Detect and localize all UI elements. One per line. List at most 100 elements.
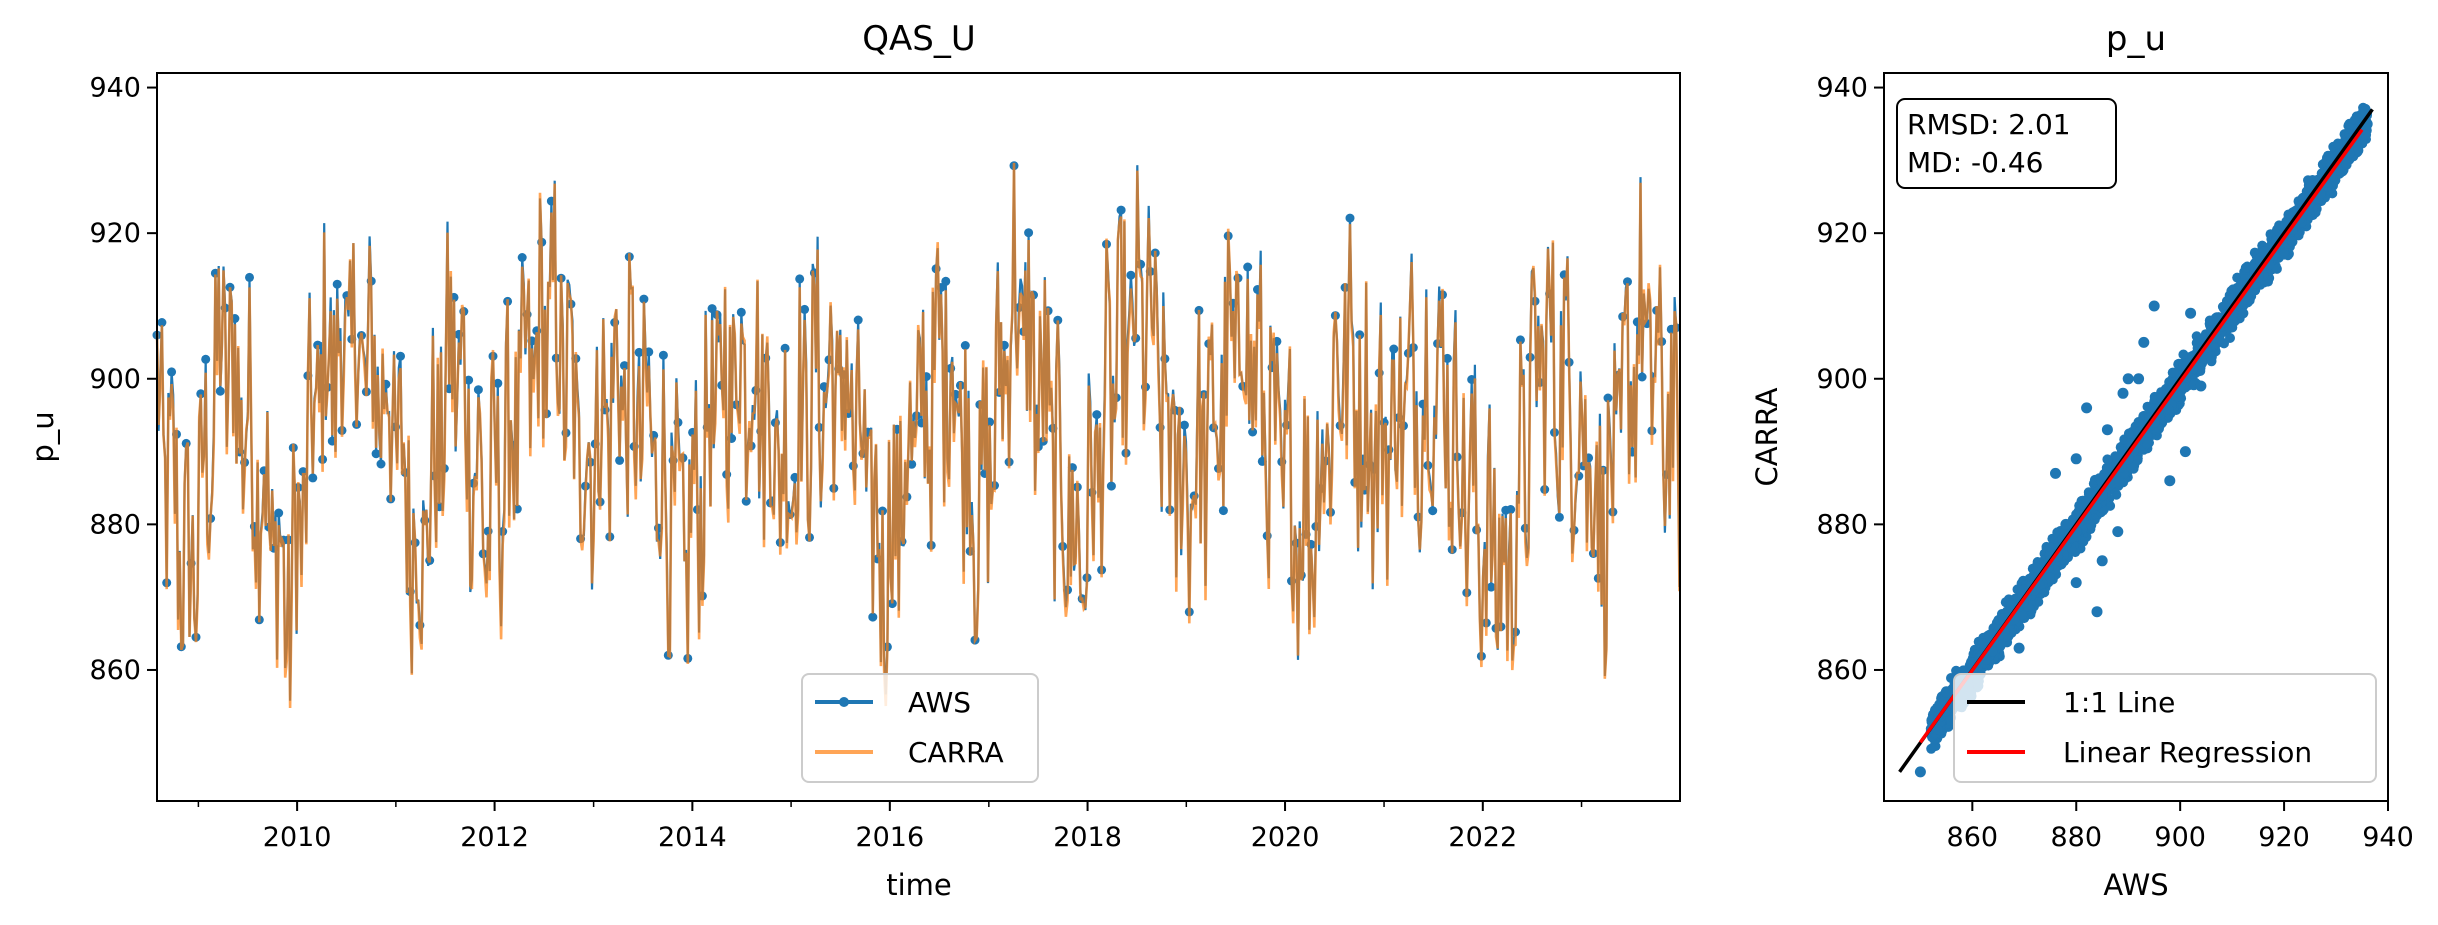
series-aws-point xyxy=(736,307,746,317)
series-aws-point xyxy=(1243,262,1253,272)
series-aws-point xyxy=(907,459,917,469)
scatter-point xyxy=(2112,526,2124,538)
series-aws-line xyxy=(155,165,1681,701)
timeseries-x-tick-label: 2014 xyxy=(658,822,727,853)
series-aws-point xyxy=(741,496,751,506)
timeseries-y-tick-label: 900 xyxy=(89,364,141,395)
series-carra-line xyxy=(155,162,1681,709)
scatter-point xyxy=(2238,308,2249,319)
scatter-point xyxy=(2349,115,2360,126)
scatter-legend: 1:1 Line Linear Regression xyxy=(1953,673,2377,783)
scatter-stats-box: RMSD: 2.01 MD: -0.46 xyxy=(1896,98,2117,189)
scatter-point xyxy=(2271,263,2282,274)
timeseries-panel: QAS_U 2010 2012 2014 2016 2018 2020 2022 860 880… xyxy=(26,19,1681,902)
timeseries-x-tick-label: 2010 xyxy=(263,822,332,853)
series-aws-point xyxy=(215,386,225,396)
scatter-x-tick-label: 880 xyxy=(2050,822,2102,853)
series-aws-point xyxy=(634,347,644,357)
scatter-point xyxy=(2070,577,2082,589)
series-aws-point xyxy=(1428,506,1438,516)
scatter-point xyxy=(2169,367,2179,378)
scatter-point xyxy=(2050,467,2061,479)
scatter-point xyxy=(1926,743,1937,754)
timeseries-title: QAS_U xyxy=(862,19,976,59)
legend-label-regression: Linear Regression xyxy=(2063,736,2312,769)
series-aws-point xyxy=(274,508,284,518)
series-aws-point xyxy=(371,449,381,459)
scatter-point xyxy=(2017,610,2028,621)
scatter-x-tick-label: 920 xyxy=(2258,822,2310,853)
series-aws-point xyxy=(1506,505,1516,514)
scatter-point xyxy=(1914,766,1926,778)
legend-label-aws: AWS xyxy=(908,686,971,719)
series-aws-point xyxy=(1092,410,1102,420)
series-aws-point xyxy=(1442,353,1452,363)
scatter-point xyxy=(2205,351,2217,363)
legend-label-one-to-one: 1:1 Line xyxy=(2063,686,2175,719)
series-aws-point xyxy=(639,294,649,304)
scatter-point xyxy=(2123,428,2134,439)
series-aws-point xyxy=(167,367,177,377)
scatter-y-tick-label: 880 xyxy=(1816,509,1868,540)
series-aws-point xyxy=(658,350,668,360)
scatter-point xyxy=(2164,475,2176,487)
scatter-point xyxy=(1940,686,1952,698)
series-aws-point xyxy=(1024,228,1034,238)
timeseries-y-axis-label: p_u xyxy=(26,411,60,462)
series-aws-point xyxy=(615,455,625,465)
series-aws-point xyxy=(308,473,318,483)
timeseries-y-tick-label: 880 xyxy=(89,509,141,540)
timeseries-x-tick-label: 2022 xyxy=(1448,822,1517,853)
timeseries-legend: AWS CARRA xyxy=(801,673,1039,783)
legend-label-carra: CARRA xyxy=(908,736,1004,769)
series-aws-point xyxy=(1106,481,1116,491)
scatter-point xyxy=(2240,262,2251,273)
scatter-point xyxy=(2226,315,2238,326)
series-aws-point xyxy=(1053,315,1063,325)
scatter-point xyxy=(2133,373,2145,385)
scatter-point xyxy=(2122,373,2134,385)
scatter-point xyxy=(2279,249,2290,260)
scatter-point xyxy=(2259,246,2270,257)
series-aws-point xyxy=(245,272,254,282)
series-aws-point xyxy=(960,341,970,350)
scatter-y-tick-label: 860 xyxy=(1816,655,1868,686)
scatter-point xyxy=(2081,402,2093,414)
timeseries-plot-area xyxy=(152,161,1681,709)
series-aws-point xyxy=(1623,277,1632,287)
series-aws-point xyxy=(1603,393,1613,403)
series-aws-point xyxy=(1116,205,1126,215)
series-aws-point xyxy=(853,315,863,325)
scatter-point xyxy=(2116,445,2127,456)
scatter-x-tick-label: 900 xyxy=(2154,822,2206,853)
scatter-point xyxy=(2332,138,2343,149)
scatter-point xyxy=(2195,380,2207,392)
scatter-x-axis-label: AWS xyxy=(2103,868,2168,902)
scatter-point xyxy=(2138,336,2150,348)
scatter-point xyxy=(2341,159,2352,170)
scatter-point xyxy=(2353,145,2364,156)
timeseries-axes: 2010 2012 2014 2016 2018 2020 2022 860 880 900 920… xyxy=(89,73,1583,853)
series-aws-point xyxy=(1248,427,1258,437)
scatter-point xyxy=(2013,642,2025,654)
timeseries-y-tick-label: 860 xyxy=(89,655,141,686)
series-aws-point xyxy=(1179,420,1189,430)
scatter-point xyxy=(2096,555,2108,567)
scatter-stats-frame xyxy=(1896,98,2117,189)
series-aws-point xyxy=(800,304,810,314)
series-aws-point xyxy=(868,612,878,622)
series-aws-point xyxy=(493,378,503,388)
series-aws-point xyxy=(620,361,629,371)
scatter-point xyxy=(2178,349,2189,360)
scatter-panel: p_u 860 880 900 920 940 860 880 900 920 940 AWS C… xyxy=(1750,19,2414,902)
scatter-x-tick-label: 860 xyxy=(1947,822,1999,853)
scatter-x-tick-label: 940 xyxy=(2362,822,2414,853)
scatter-point xyxy=(2070,453,2082,465)
scatter-point xyxy=(1932,724,1943,735)
series-aws-point xyxy=(780,343,790,353)
series-aws-point xyxy=(1637,372,1647,382)
scatter-point xyxy=(2306,179,2317,190)
scatter-point xyxy=(2091,606,2103,618)
scatter-y-tick-label: 940 xyxy=(1816,73,1868,104)
scatter-point xyxy=(2133,417,2144,427)
